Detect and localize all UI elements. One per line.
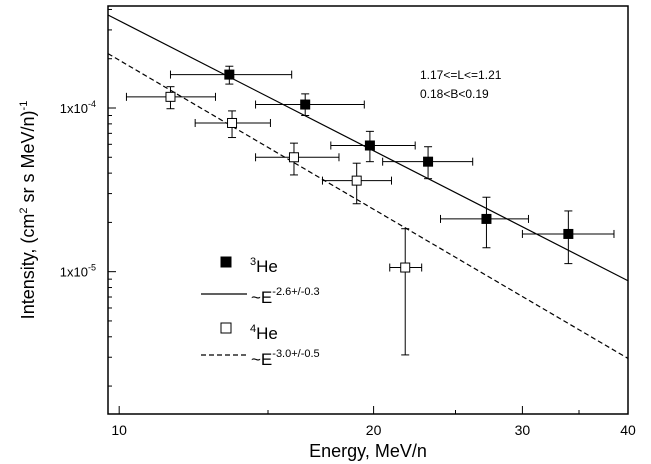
he3-point-0 — [224, 69, 235, 80]
x-tick-label-0: 10 — [111, 422, 127, 438]
legend-label-fit4-base: ~E — [251, 350, 272, 369]
y-tick-label-base-0: 1x10 — [60, 265, 88, 280]
x-tick-label-3: 40 — [620, 422, 636, 438]
y-axis-label: Intensity, (cm2 sr s MeV/n)-1 — [18, 101, 38, 320]
he3-point-4 — [481, 213, 492, 224]
legend-label-he3-sup: 3 — [250, 256, 256, 268]
y-tick-label-0: 1x10-5 — [60, 263, 96, 280]
fit-lines — [107, 14, 629, 359]
annotation-line-1: 1.17<=L<=1.21 — [420, 68, 502, 82]
he4-point-1 — [227, 117, 238, 128]
legend-label-fit4: ~E-3.0+/-0.5 — [251, 348, 320, 369]
legend-symbol-he3 — [220, 256, 232, 268]
legend-label-he4: 4He — [250, 323, 278, 343]
y-tick-label-exp-1: -4 — [88, 99, 96, 109]
he3-point-5 — [563, 228, 574, 239]
legend: 3He ~E-2.6+/-0.3 4He ~E-3.0+/-0.5 — [201, 256, 320, 369]
plot-frame — [107, 5, 629, 415]
x-axis-label: Energy, MeV/n — [309, 441, 427, 461]
y-axis-label-pre: Intensity, (cm — [18, 214, 38, 320]
legend-label-he4-sup: 4 — [250, 323, 256, 335]
y-axis-label-sup1: 2 — [18, 207, 30, 213]
y-axis-label-mid: sr s MeV/n) — [18, 110, 38, 207]
x-tick-label-2: 30 — [515, 422, 531, 438]
y-tick-label-exp-0: -5 — [88, 263, 96, 273]
he4-point-2 — [288, 152, 299, 163]
legend-symbol-he4 — [220, 322, 232, 334]
legend-label-he3-base: He — [256, 257, 278, 276]
legend-label-he4-base: He — [256, 324, 278, 343]
he3-point-2 — [364, 140, 375, 151]
x-tick-label-1: 20 — [366, 422, 382, 438]
he3-point-1 — [300, 99, 311, 110]
data-markers — [165, 69, 574, 273]
legend-label-fit4-sup: -3.0+/-0.5 — [272, 348, 319, 360]
y-tick-label-1: 1x10-4 — [60, 99, 96, 116]
fit4-line — [107, 53, 629, 359]
he4-point-4 — [400, 262, 411, 273]
legend-label-fit3: ~E-2.6+/-0.3 — [251, 286, 320, 307]
y-tick-label-base-1: 1x10 — [60, 101, 88, 116]
he3-point-3 — [423, 156, 434, 167]
legend-label-fit3-sup: -2.6+/-0.3 — [272, 286, 319, 298]
legend-label-fit3-base: ~E — [251, 288, 272, 307]
he4-point-3 — [351, 175, 362, 186]
annotation-line-2: 0.18<B<0.19 — [420, 87, 489, 101]
error-bars — [125, 65, 615, 356]
y-axis-label-sup2: -1 — [18, 101, 30, 111]
he4-point-0 — [165, 91, 176, 102]
legend-label-he3: 3He — [250, 256, 278, 276]
